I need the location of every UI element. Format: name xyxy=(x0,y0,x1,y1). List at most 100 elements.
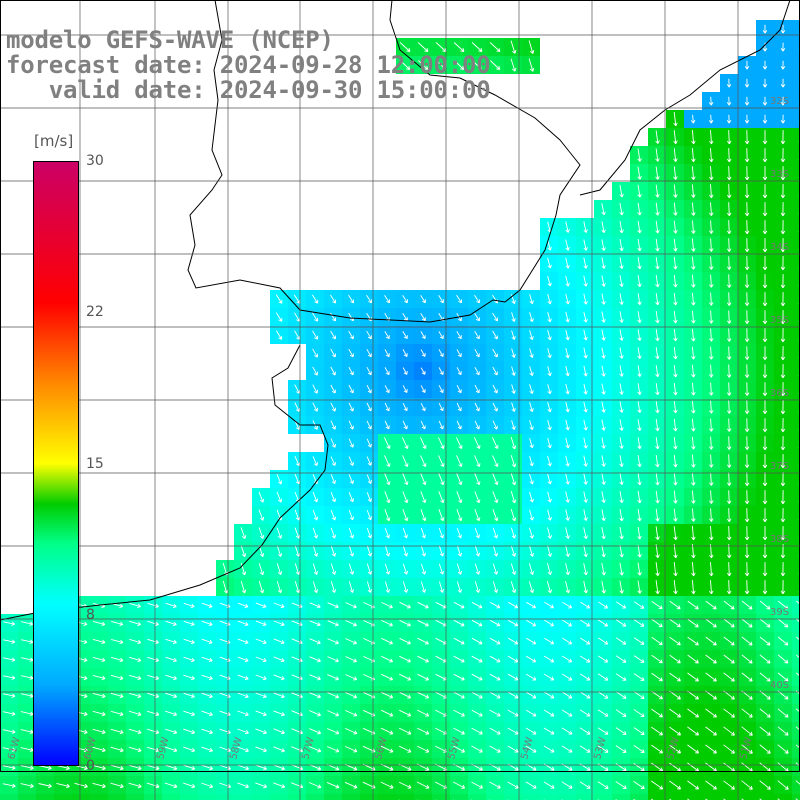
wind-arrow xyxy=(759,636,771,646)
wind-arrow xyxy=(655,130,660,144)
wind-arrow xyxy=(348,438,354,448)
wind-arrow xyxy=(146,764,160,771)
wind-arrow xyxy=(237,674,249,681)
wind-arrow xyxy=(258,509,265,521)
wind-arrow xyxy=(655,293,660,306)
wind-arrow xyxy=(673,220,678,234)
wind-arrow xyxy=(583,383,588,395)
wind-arrow xyxy=(709,130,714,145)
wind-arrow xyxy=(491,437,499,449)
wind-arrow xyxy=(291,602,303,609)
wind-arrow xyxy=(183,602,195,609)
wind-arrow xyxy=(673,562,678,577)
wind-cell xyxy=(504,794,522,800)
wind-arrow xyxy=(330,474,336,485)
wind-arrow xyxy=(366,492,372,503)
wind-arrow xyxy=(456,563,463,575)
wind-arrow xyxy=(438,367,444,375)
wind-arrow xyxy=(744,418,750,432)
wind-arrow xyxy=(528,545,535,557)
wind-arrow xyxy=(669,618,681,628)
wind-arrow xyxy=(780,114,786,124)
wind-cell xyxy=(792,164,800,182)
wind-arrow xyxy=(673,544,678,559)
wind-arrow xyxy=(380,781,394,789)
wind-arrow xyxy=(471,691,483,699)
wind-arrow xyxy=(456,509,463,522)
wind-arrow xyxy=(399,42,411,52)
wind-arrow xyxy=(780,184,786,199)
wind-arrow xyxy=(402,420,408,430)
wind-arrow xyxy=(456,473,463,486)
wind-arrow xyxy=(345,709,358,717)
wind-arrow xyxy=(507,781,519,789)
wind-arrow xyxy=(705,618,717,628)
wind-cell xyxy=(702,794,720,800)
wind-arrow xyxy=(726,454,732,468)
wind-arrow xyxy=(219,692,231,699)
wind-arrow xyxy=(453,745,465,753)
wind-arrow xyxy=(401,437,409,449)
wind-arrow xyxy=(709,490,714,504)
wind-cell xyxy=(792,596,800,614)
wind-arrow xyxy=(237,764,249,771)
wind-arrow xyxy=(726,436,732,450)
wind-arrow xyxy=(453,42,465,52)
wind-arrow xyxy=(492,509,499,522)
wind-arrow xyxy=(474,455,481,467)
wind-cell xyxy=(486,794,504,800)
wind-arrow xyxy=(384,473,391,486)
wind-arrow xyxy=(276,473,283,485)
wind-arrow xyxy=(402,563,409,575)
wind-cell xyxy=(792,578,800,596)
wind-arrow xyxy=(655,202,660,216)
wind-arrow xyxy=(615,745,627,753)
wind-arrow xyxy=(601,203,606,216)
wind-arrow xyxy=(183,656,195,663)
wind-arrow xyxy=(637,239,642,252)
wind-arrow xyxy=(615,673,627,681)
wind-arrow xyxy=(583,563,588,576)
wind-arrow xyxy=(294,473,301,485)
wind-arrow xyxy=(492,473,499,486)
wind-arrow xyxy=(529,330,534,341)
wind-arrow xyxy=(601,491,606,504)
wind-arrow xyxy=(38,783,52,789)
wind-arrow xyxy=(366,366,372,376)
wind-arrow xyxy=(655,274,660,288)
wind-arrow xyxy=(744,490,750,505)
wind-arrow xyxy=(565,329,570,341)
wind-cell xyxy=(270,794,288,800)
wind-arrow xyxy=(583,580,588,594)
wind-arrow xyxy=(744,562,750,577)
wind-arrow xyxy=(165,620,177,627)
wind-arrow xyxy=(705,780,717,790)
wind-arrow xyxy=(691,364,696,378)
wind-arrow xyxy=(723,618,735,628)
wind-cell xyxy=(378,794,396,800)
wind-arrow xyxy=(637,473,642,486)
wind-arrow xyxy=(780,562,786,577)
wind-arrow xyxy=(420,527,426,539)
wind-arrow xyxy=(762,130,768,145)
wind-arrow xyxy=(762,544,768,559)
wind-arrow xyxy=(275,294,283,304)
latitude-label: 38S xyxy=(770,534,789,545)
wind-arrow xyxy=(744,184,750,199)
wind-arrow xyxy=(597,709,609,717)
wind-arrow xyxy=(110,710,124,717)
wind-cell xyxy=(792,686,800,704)
wind-arrow xyxy=(381,619,393,627)
wind-arrow xyxy=(619,365,624,377)
wind-cell xyxy=(792,758,800,776)
wind-arrow xyxy=(381,601,393,609)
wind-arrow xyxy=(219,638,231,645)
wind-arrow xyxy=(110,728,124,735)
wind-arrow xyxy=(474,366,480,376)
wind-cell xyxy=(792,326,800,344)
wind-arrow xyxy=(726,238,732,252)
wind-arrow xyxy=(691,310,696,324)
wind-arrow xyxy=(723,780,735,790)
wind-arrow xyxy=(565,419,570,431)
